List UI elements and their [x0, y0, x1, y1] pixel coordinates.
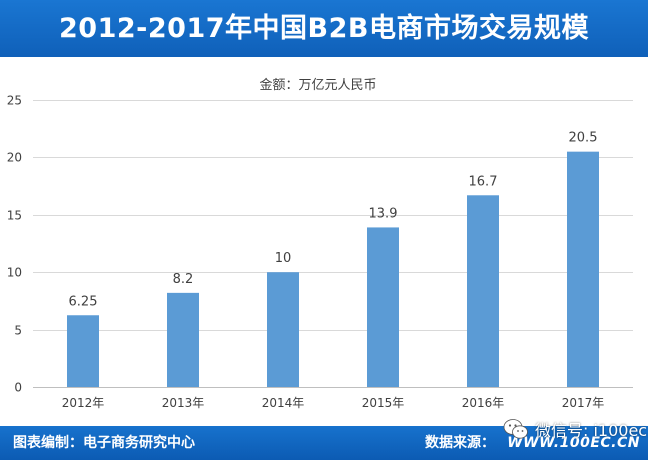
y-tick-label: 15 [7, 209, 22, 223]
y-tick-label: 25 [7, 94, 22, 108]
wechat-watermark: 微信号: i100ec [503, 414, 647, 444]
footer-credit: 图表编制：电子商务研究中心 [13, 435, 195, 451]
gridlines [33, 100, 633, 388]
y-tick-label: 0 [14, 381, 22, 395]
x-tick-label: 2014年 [262, 396, 305, 410]
value-labels: 6.25 8.2 10 13.9 16.7 20.5 [69, 131, 598, 310]
bar-value-label: 13.9 [369, 206, 398, 221]
chart-header: 2012-2017年中国B2B电商市场交易规模 [0, 0, 648, 57]
bar [67, 315, 99, 387]
bar [267, 272, 299, 387]
footer-source-url[interactable]: WWW.100EC.CN [507, 435, 640, 451]
bars [67, 151, 599, 387]
bar-value-label: 6.25 [69, 294, 98, 309]
bar [567, 151, 599, 387]
x-tick-label: 2016年 [462, 396, 505, 410]
footer-bar: 图表编制：电子商务研究中心 数据来源： WWW.100EC.CN [0, 426, 648, 460]
x-tick-label: 2017年 [562, 396, 605, 410]
bar-value-label: 20.5 [569, 131, 598, 146]
wechat-icon [503, 419, 528, 439]
footer-source-label: 数据来源： [425, 435, 495, 451]
x-axis-ticks: 2012年 2013年 2014年 2015年 2016年 2017年 [62, 396, 605, 410]
y-tick-label: 10 [7, 266, 22, 280]
y-axis-ticks: 0 5 10 15 20 25 [7, 94, 22, 395]
chart-area: 金额：万亿元人民币 0 5 10 15 20 25 6.25 8.2 10 13.9 16.7 20… [0, 57, 648, 426]
chart-title: 2012-2017年中国B2B电商市场交易规模 [59, 13, 589, 44]
y-tick-label: 5 [14, 324, 22, 338]
bar [367, 227, 399, 387]
bar-value-label: 8.2 [173, 272, 194, 287]
bar-chart: 金额：万亿元人民币 0 5 10 15 20 25 6.25 8.2 10 13.9 16.7 20… [7, 77, 633, 410]
x-tick-label: 2013年 [162, 396, 205, 410]
bar [167, 292, 199, 387]
bar-value-label: 16.7 [469, 174, 498, 189]
bar [467, 195, 499, 387]
x-tick-label: 2012年 [62, 396, 105, 410]
unit-label: 金额：万亿元人民币 [259, 77, 376, 93]
x-tick-label: 2015年 [362, 396, 405, 410]
y-tick-label: 20 [7, 151, 22, 165]
wechat-id-text: 微信号: i100ec [535, 421, 648, 440]
bar-value-label: 10 [275, 251, 292, 266]
